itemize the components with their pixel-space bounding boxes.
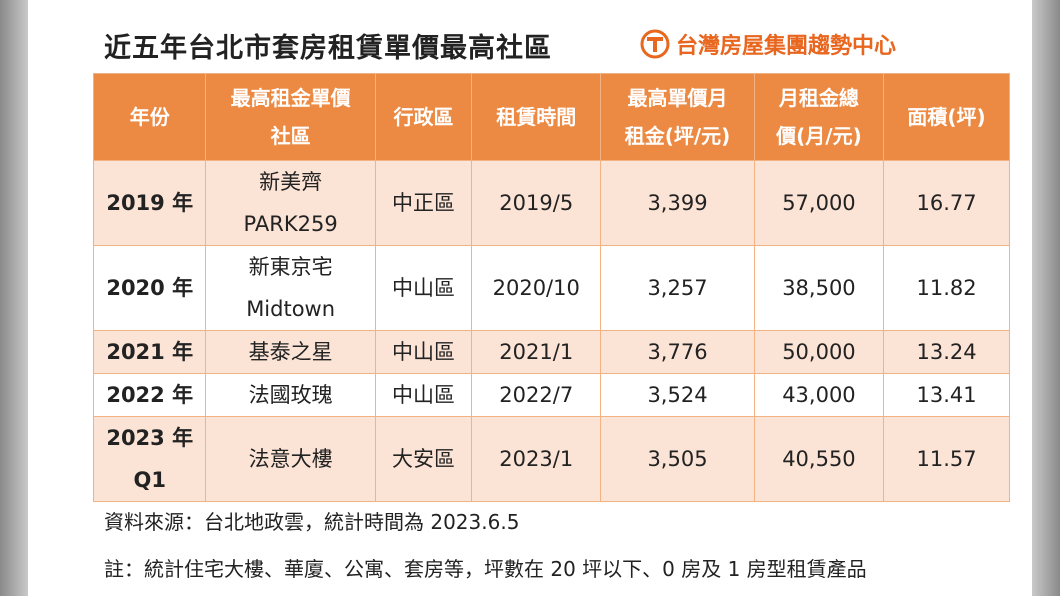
table-cell: 11.57 <box>883 416 1010 502</box>
year-cell: 2019 年 <box>92 160 207 246</box>
table-cell: 中山區 <box>374 373 473 417</box>
column-header: 面積(坪) <box>883 73 1010 161</box>
year-cell: 2022 年 <box>92 373 207 417</box>
rent-table: 年份 最高租金單價 社區 行政區 租賃時間 最高單價月 租金(坪/元) 月租金總 價(月/… <box>92 73 1010 502</box>
title: 近五年台北市套房租賃單價最高社區 <box>104 33 552 64</box>
column-header: 年份 <box>92 73 207 161</box>
table-cell: 基泰之星 <box>205 330 376 374</box>
table-cell: 11.82 <box>883 245 1010 331</box>
table-cell: 40,550 <box>753 416 885 502</box>
table-cell: 法意大樓 <box>205 416 376 502</box>
logo-icon <box>640 29 670 59</box>
table-row: 2020 年新東京宅 Midtown 中山區 2020/10 3,257 38,500 1… <box>92 245 1010 331</box>
table-cell: 法國玫瑰 <box>205 373 376 417</box>
table-cell: 中山區 <box>374 330 473 374</box>
column-header: 最高單價月 租金(坪/元) <box>600 73 755 161</box>
footnote: 註：統計住宅大樓、華廈、公寓、套房等，坪數在 20 坪以下、0 房及 1 房型租… <box>104 557 867 581</box>
table-cell: 大安區 <box>374 416 473 502</box>
table-cell: 3,524 <box>600 373 755 417</box>
table-cell: 3,399 <box>600 160 755 246</box>
table-cell: 38,500 <box>753 245 885 331</box>
table-cell: 16.77 <box>883 160 1010 246</box>
table-cell: 43,000 <box>753 373 885 417</box>
table-cell: 2023/1 <box>471 416 602 502</box>
table-cell: 2019/5 <box>471 160 602 246</box>
table-cell: 2022/7 <box>471 373 602 417</box>
column-header: 月租金總 價(月/元) <box>753 73 885 161</box>
logo-text: 台灣房屋集團趨勢中心 <box>676 34 897 59</box>
source-note: 資料來源：台北地政雲，統計時間為 2023.6.5 <box>104 510 520 534</box>
year-cell: 2023 年 Q1 <box>92 416 207 502</box>
year-cell: 2021 年 <box>92 330 207 374</box>
table-row: 2019 年新美齊 PARK259 中正區 2019/5 3,399 57,000 16.… <box>92 160 1010 246</box>
table-cell: 3,776 <box>600 330 755 374</box>
table-cell: 2021/1 <box>471 330 602 374</box>
table-cell: 2020/10 <box>471 245 602 331</box>
table-cell: 57,000 <box>753 160 885 246</box>
table-cell: 50,000 <box>753 330 885 374</box>
logo: 台灣房屋集團趨勢中心 <box>640 28 896 60</box>
table-cell: 中山區 <box>374 245 473 331</box>
table-cell: 中正區 <box>374 160 473 246</box>
table-cell: 新美齊 PARK259 <box>205 160 376 246</box>
table-cell: 13.24 <box>883 330 1010 374</box>
table-row: 2021 年基泰之星 中山區 2021/1 3,776 50,000 13.24 <box>92 330 1010 374</box>
table-row: 2023 年 Q1 法意大樓 大安區 2023/1 3,505 40,550 11.57 <box>92 416 1010 502</box>
table-cell: 3,257 <box>600 245 755 331</box>
column-header: 行政區 <box>374 73 473 161</box>
table-row: 2022 年法國玫瑰 中山區 2022/7 3,524 43,000 13.41 <box>92 373 1010 417</box>
column-header: 租賃時間 <box>471 73 602 161</box>
header-row: 年份 最高租金單價 社區 行政區 租賃時間 最高單價月 租金(坪/元) 月租金總 價(月/… <box>92 73 1010 161</box>
column-header: 最高租金單價 社區 <box>205 73 376 161</box>
table-cell: 新東京宅 Midtown <box>205 245 376 331</box>
table-cell: 13.41 <box>883 373 1010 417</box>
year-cell: 2020 年 <box>92 245 207 331</box>
table-cell: 3,505 <box>600 416 755 502</box>
